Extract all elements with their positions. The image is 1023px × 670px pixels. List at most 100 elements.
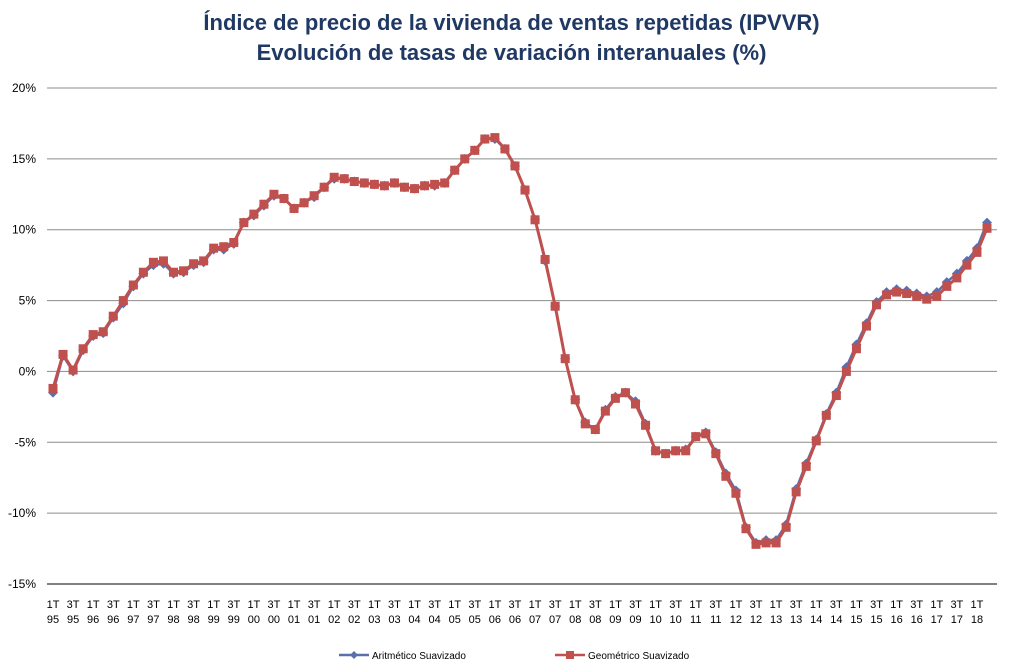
x-tick-label-quarter: 1T xyxy=(288,599,301,611)
data-point-square xyxy=(339,174,349,184)
x-tick-label-year: 06 xyxy=(489,614,501,626)
x-tick-label-quarter: 1T xyxy=(890,599,903,611)
series-aritmetico xyxy=(48,134,992,548)
legend-label: Geométrico Suavizado xyxy=(588,651,690,662)
x-tick-label-year: 11 xyxy=(690,614,701,626)
data-point-square xyxy=(309,191,319,201)
data-point-square xyxy=(630,399,640,409)
data-point-square xyxy=(78,344,88,354)
x-tick-label-year: 16 xyxy=(911,614,923,626)
x-tick-label-year: 02 xyxy=(348,614,360,626)
data-point-square xyxy=(731,488,741,498)
data-point-square xyxy=(169,267,179,277)
x-tick-label-quarter: 3T xyxy=(629,599,642,611)
data-point-square xyxy=(671,446,681,456)
series-geometrico xyxy=(48,133,992,549)
x-tick-label-year: 12 xyxy=(730,614,742,626)
x-tick-label-quarter: 1T xyxy=(730,599,743,611)
data-point-square xyxy=(269,189,279,199)
series-line xyxy=(51,136,989,546)
data-point-square xyxy=(209,243,219,253)
legend-marker-diamond xyxy=(350,651,358,659)
x-tick-label-quarter: 1T xyxy=(649,599,662,611)
data-point-square xyxy=(892,287,902,297)
data-point-square xyxy=(430,179,440,189)
data-point-square xyxy=(821,410,831,420)
data-point-square xyxy=(540,254,550,264)
data-point-square xyxy=(98,327,108,337)
gridlines xyxy=(47,87,997,585)
legend-label: Aritmético Suavizado xyxy=(372,651,466,662)
data-point-square xyxy=(530,215,540,225)
x-tick-label-year: 13 xyxy=(790,614,802,626)
data-point-square xyxy=(138,267,148,277)
data-point-square xyxy=(319,182,329,192)
x-tick-label-year: 15 xyxy=(870,614,882,626)
x-tick-label-quarter: 1T xyxy=(47,599,60,611)
data-point-square xyxy=(229,237,239,247)
x-tick-label-quarter: 1T xyxy=(328,599,341,611)
data-point-square xyxy=(158,256,168,266)
data-point-square xyxy=(600,406,610,416)
legend-item: Aritmético Suavizado xyxy=(339,651,466,662)
data-point-square xyxy=(701,429,711,439)
data-point-square xyxy=(68,365,78,375)
x-tick-label-quarter: 3T xyxy=(709,599,722,611)
x-tick-label-quarter: 1T xyxy=(850,599,863,611)
chart-title: Índice de precio de la vivienda de venta… xyxy=(203,10,820,35)
data-point-square xyxy=(761,538,771,548)
x-axis-ticks: 1T 95 3T 95 1T 96 3T 96 1T 97 3T 97 1T 98 3T 98 1T 99 3T 99… xyxy=(47,599,984,626)
x-tick-label-year: 95 xyxy=(47,614,59,626)
x-tick-label-quarter: 3T xyxy=(549,599,562,611)
data-point-square xyxy=(239,218,249,228)
data-point-square xyxy=(570,395,580,405)
y-tick-label: 20% xyxy=(12,81,36,95)
x-tick-label-year: 02 xyxy=(328,614,340,626)
y-tick-label: 15% xyxy=(12,152,36,166)
data-point-square xyxy=(510,161,520,171)
data-point-square xyxy=(259,199,269,209)
data-point-square xyxy=(912,291,922,301)
y-tick-label: -5% xyxy=(15,435,37,449)
data-point-square xyxy=(580,419,590,429)
data-point-square xyxy=(219,242,229,252)
x-tick-label-quarter: 1T xyxy=(529,599,542,611)
x-tick-label-year: 96 xyxy=(107,614,119,626)
x-tick-label-quarter: 3T xyxy=(589,599,602,611)
x-tick-label-year: 97 xyxy=(127,614,139,626)
x-tick-label-quarter: 1T xyxy=(408,599,421,611)
data-point-square xyxy=(902,288,912,298)
x-tick-label-year: 05 xyxy=(469,614,481,626)
y-tick-label: 10% xyxy=(12,223,36,237)
x-tick-label-quarter: 3T xyxy=(870,599,883,611)
x-tick-label-quarter: 1T xyxy=(971,599,984,611)
x-tick-label-year: 97 xyxy=(147,614,159,626)
data-point-square xyxy=(590,425,600,435)
x-tick-label-quarter: 3T xyxy=(910,599,923,611)
data-point-square xyxy=(189,259,199,269)
y-axis-ticks: 20% 15% 10% 5% 0% -5% -10% -15% xyxy=(8,81,36,591)
data-point-square xyxy=(791,487,801,497)
x-tick-label-quarter: 3T xyxy=(107,599,120,611)
data-point-square xyxy=(470,145,480,155)
x-tick-label-year: 15 xyxy=(850,614,862,626)
data-point-square xyxy=(711,449,721,459)
x-tick-label-quarter: 3T xyxy=(67,599,80,611)
data-point-square xyxy=(249,209,259,219)
x-tick-label-year: 10 xyxy=(649,614,661,626)
x-tick-label-year: 04 xyxy=(408,614,420,626)
x-tick-label-year: 17 xyxy=(931,614,943,626)
y-tick-label: -15% xyxy=(8,577,36,591)
x-tick-label-quarter: 3T xyxy=(750,599,763,611)
x-tick-label-year: 09 xyxy=(629,614,641,626)
x-tick-label-quarter: 3T xyxy=(669,599,682,611)
chart-title-block: Índice de precio de la vivienda de venta… xyxy=(0,8,1023,68)
data-point-square xyxy=(500,144,510,154)
x-tick-label-year: 18 xyxy=(971,614,983,626)
data-point-square xyxy=(691,432,701,442)
x-tick-label-quarter: 3T xyxy=(790,599,803,611)
series-line xyxy=(51,137,989,545)
x-tick-label-quarter: 3T xyxy=(950,599,963,611)
data-point-square xyxy=(329,172,339,182)
